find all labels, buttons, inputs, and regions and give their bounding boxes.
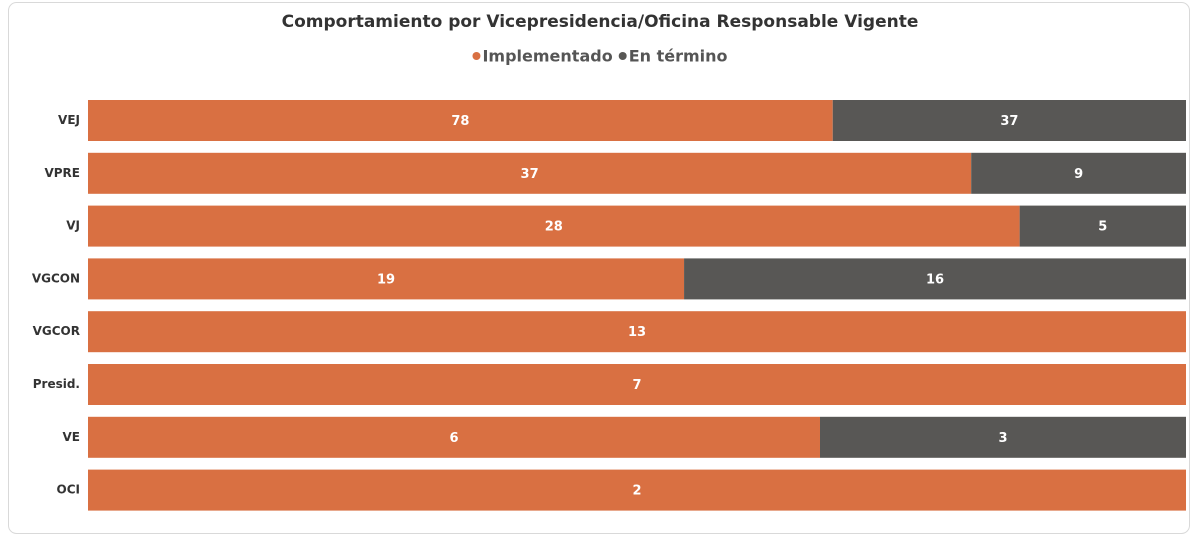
data-label: 28 (545, 220, 563, 235)
y-tick-label: VGCOR (33, 324, 80, 338)
bar-segment (832, 100, 1186, 141)
data-label: 6 (449, 431, 458, 446)
data-label: 7 (632, 378, 641, 393)
data-label: 5 (1098, 220, 1107, 235)
bar-segment (88, 205, 1020, 247)
y-tick-label: VEJ (58, 113, 80, 127)
data-label: 2 (632, 484, 641, 499)
legend-marker (472, 52, 481, 60)
data-label: 19 (377, 272, 395, 287)
bar-segment (88, 258, 685, 300)
bar-segment (88, 364, 1186, 405)
data-label: 16 (926, 272, 944, 287)
y-tick-label: VJ (66, 219, 80, 233)
y-tick-label: VPRE (44, 166, 80, 180)
bar-segment (88, 311, 1186, 353)
data-label: 37 (1000, 114, 1018, 129)
bar-segment (88, 152, 972, 194)
y-tick-label: Presid. (33, 377, 80, 391)
chart-title: Comportamiento por Vicepresidencia/Ofici… (282, 12, 919, 32)
bar-segment (684, 258, 1186, 300)
data-label: 37 (521, 167, 539, 182)
legend-label: En término (629, 47, 728, 66)
y-tick-label: VGCON (32, 271, 80, 285)
legend-marker (618, 52, 627, 60)
y-tick-label: VE (63, 430, 80, 444)
bar-segment (88, 100, 833, 141)
bar-segment (88, 469, 1186, 511)
legend-label: Implementado (482, 47, 612, 66)
bar-segment (820, 416, 1186, 458)
y-tick-label: OCI (57, 483, 80, 497)
bar-segment (1019, 205, 1186, 247)
bar-segment (971, 152, 1186, 194)
data-label: 78 (451, 114, 469, 129)
bar-segment (88, 416, 820, 458)
data-label: 13 (628, 325, 646, 340)
data-label: 9 (1074, 167, 1083, 182)
data-label: 3 (998, 431, 1007, 446)
